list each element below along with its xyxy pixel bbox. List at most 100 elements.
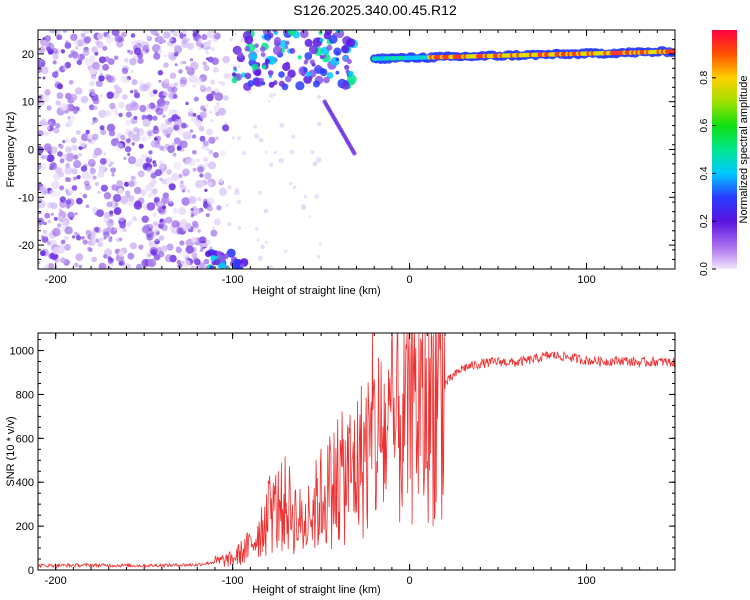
spectrogram-dot <box>167 51 172 56</box>
spectrogram-dot <box>102 45 108 51</box>
spectrogram-dot <box>153 254 160 261</box>
spectrogram-dot <box>115 142 124 152</box>
spectrogram-dot <box>190 265 196 269</box>
spectrogram-dot <box>278 157 284 164</box>
spectrogram-dot <box>88 104 95 111</box>
spectrogram-dot <box>113 207 122 215</box>
spectrogram-dot <box>137 52 144 59</box>
colorbar-gradient <box>712 30 737 269</box>
spectrogram-dot <box>82 193 88 199</box>
spectrogram-dot <box>38 203 41 209</box>
spectrogram-dot <box>141 258 150 267</box>
spectrogram-dot <box>199 135 206 142</box>
spectrogram-dot <box>185 157 192 164</box>
spectrogram-dot <box>260 52 266 57</box>
spectrogram-dot <box>195 158 200 163</box>
spectrogram-dot <box>87 134 93 140</box>
spectrogram-dot <box>44 154 49 159</box>
spectrogram-dot <box>205 104 209 107</box>
spectrogram-dot <box>208 149 214 155</box>
spectrogram-dot <box>59 103 68 111</box>
spectrogram-dot <box>352 151 357 156</box>
spectrogram-dot <box>195 77 203 85</box>
spectrogram-dot <box>89 81 95 87</box>
spectrogram-dot <box>138 244 144 250</box>
spectrogram-dot <box>83 180 90 187</box>
spectrogram-dot <box>341 45 350 54</box>
spectrogram-dot <box>316 121 322 127</box>
spectrogram-dot <box>123 57 129 63</box>
spectrogram-dot <box>272 45 283 56</box>
spectrogram-dot <box>264 58 270 64</box>
spectrogram-dot <box>158 79 162 83</box>
spectrogram-dot <box>129 90 134 94</box>
spectrogram-dot <box>159 123 168 132</box>
spectrogram-dot <box>181 251 189 259</box>
spectrogram-dot <box>106 34 111 39</box>
spectrogram-dot <box>174 51 179 57</box>
spectrogram-dot <box>192 257 200 264</box>
spectrogram-dot <box>172 207 179 214</box>
spectrogram-dot <box>209 246 213 250</box>
spectrogram-dot <box>50 202 58 210</box>
spectrogram-dot <box>98 262 107 269</box>
spectrogram-dot <box>57 83 63 90</box>
spectrogram-dot <box>199 111 207 119</box>
spectrogram-dot <box>83 36 92 44</box>
spectrogram-dot <box>285 40 290 46</box>
spectrogram-dot <box>173 82 179 87</box>
spectrogram-dot <box>44 212 51 219</box>
spectrogram-dot <box>141 225 150 234</box>
spectrogram-dot <box>166 133 171 138</box>
spectrogram-dot <box>169 72 177 79</box>
spectrogram-dot <box>133 127 139 133</box>
spectrogram-dot <box>48 189 57 198</box>
spectrogram-dot <box>128 180 135 188</box>
spectrogram-dot <box>215 111 220 117</box>
x-tick-label: 0 <box>407 274 413 286</box>
spectrogram-dot <box>106 201 113 208</box>
spectrogram-dot <box>186 66 193 73</box>
spectrogram-dot <box>314 194 319 200</box>
spectrogram-dot <box>206 93 214 102</box>
spectrogram-dot <box>59 158 65 164</box>
spectrogram-dot <box>133 89 138 94</box>
spectrogram-dot <box>237 65 241 68</box>
spectrogram-dot <box>103 192 112 200</box>
spectrogram-dot <box>186 42 195 50</box>
spectrogram-dot <box>137 170 145 178</box>
spectrogram-dot <box>107 58 115 65</box>
spectrogram-dot <box>163 62 169 68</box>
spectrogram-dot <box>75 253 84 261</box>
spectrogram-dot <box>166 86 170 90</box>
spectrogram-dot <box>313 162 316 165</box>
spectrogram-dot <box>97 171 105 178</box>
spectrogram-dot <box>64 42 72 49</box>
spectrogram-dot <box>58 144 64 149</box>
spectrogram-dot <box>132 133 141 142</box>
spectrogram-dot <box>346 38 356 48</box>
spectrogram-dot <box>49 30 55 34</box>
spectrogram-dot <box>333 47 342 56</box>
spectrogram-dot <box>71 51 79 59</box>
spectrogram-dot <box>178 173 183 179</box>
y-tick-label: 400 <box>16 477 34 489</box>
spectrogram-dot <box>182 259 191 268</box>
spectrogram-dot <box>167 200 174 207</box>
spectrogram-dot <box>61 221 67 227</box>
spectrogram-dot <box>273 150 277 155</box>
spectrogram-dot <box>218 107 227 116</box>
spectrogram-dot <box>125 138 131 144</box>
spectrogram-dot <box>99 237 104 242</box>
spectrogram-dot <box>56 34 63 41</box>
spectrogram-dot <box>173 137 181 145</box>
spectrogram-dot <box>130 69 134 74</box>
spectrogram-dot <box>267 56 277 65</box>
spectrogram-dot <box>120 134 126 140</box>
spectrogram-dot <box>156 36 164 43</box>
spectrogram-dot <box>44 89 51 96</box>
y-tick-label: 10 <box>22 97 34 109</box>
spectrogram-dot <box>172 152 177 157</box>
spectrogram-dot <box>73 176 78 181</box>
spectrogram-dot <box>51 71 59 78</box>
